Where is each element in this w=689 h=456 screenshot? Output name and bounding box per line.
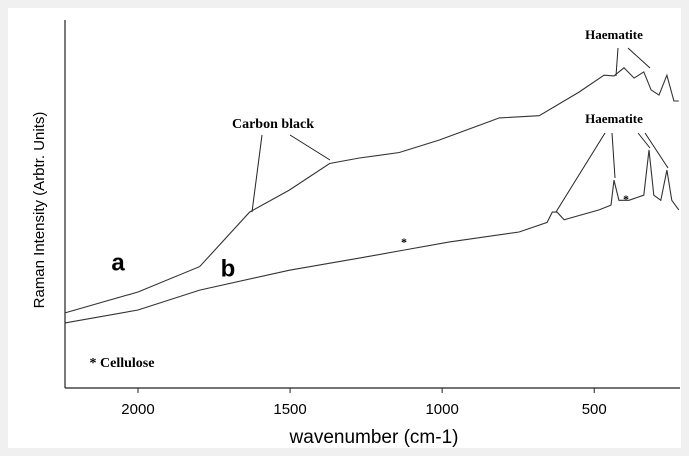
plot-background [8,8,681,448]
annotation: * [623,192,629,206]
x-tick-label: 1500 [273,401,306,418]
annotation: Haematite [585,111,643,126]
leader-lines [251,47,669,213]
series-line [64,67,679,314]
annotation: * Cellulose [90,356,155,371]
annotation: Carbon black [232,117,314,132]
annotation: a [111,249,125,276]
annotation: b [221,255,236,282]
series-line [64,149,680,324]
annotation: Haematite [585,27,643,42]
x-axis-label: wavenumber (cm-1) [289,427,459,448]
x-tick-label: 1000 [425,401,458,418]
x-tick-label: 500 [582,401,607,418]
x-tick-label: 2000 [121,401,154,418]
y-axis-label: Raman Intensity (Arbtr. Units) [31,112,48,309]
annotation: * [401,235,407,249]
